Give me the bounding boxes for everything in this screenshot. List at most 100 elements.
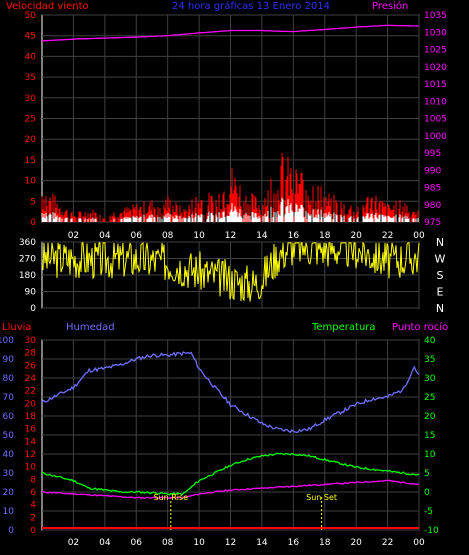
rain-tick-label: 26 [25,361,37,371]
tick-labels: 0202040406060808101012121414161618182020… [0,11,447,548]
pressure-tick-label: 1010 [424,97,447,107]
sunrise-label: Sun Rise [153,493,188,502]
temperature-line [41,452,420,496]
wind-tick-label: 30 [25,94,37,104]
wind-tick-label: 5 [30,197,36,207]
direction-tick-label: 360 [19,238,36,248]
temperature-tick-label: -5 [424,507,433,517]
humidity-line [41,351,420,434]
x-tick-label: 02 [68,231,79,241]
pressure-tick-label: 980 [424,201,441,211]
pressure-tick-label: 1005 [424,115,447,125]
x-tick-label: 04 [99,538,111,548]
temperature-label: Temperatura [311,322,376,333]
rain-tick-label: 6 [30,488,36,498]
x-tick-label: 20 [350,538,362,548]
sunset-label: Sun Set [306,493,337,502]
x-tick-label: 08 [162,231,174,241]
temperature-tick-label: 15 [424,431,435,441]
compass-label: N [436,236,444,249]
x-tick-label: 22 [382,538,393,548]
x-tick-label: 16 [288,538,300,548]
humidity-tick-label: 20 [3,488,15,498]
x-tick-label: 18 [319,231,331,241]
pressure-tick-label: 995 [424,149,441,159]
wind-tick-label: 35 [25,73,36,83]
x-tick-label: 20 [350,231,362,241]
chart-title: 24 hora gráficas 13 Enero 2014 [172,0,330,12]
humidity-tick-label: 40 [3,450,15,460]
compass-label: S [437,269,444,282]
humidity-tick-label: 100 [0,336,14,346]
pressure-tick-label: 990 [424,166,441,176]
pressure-line [41,24,419,42]
rain-tick-label: 22 [25,387,36,397]
humidity-tick-label: 70 [3,393,15,403]
gridlines [42,14,420,531]
wind-tick-label: 40 [25,52,37,62]
temperature-tick-label: 10 [424,450,436,460]
temperature-tick-label: 35 [424,355,435,365]
x-tick-label: 06 [131,538,143,548]
wind-tick-label: 25 [25,115,36,125]
humidity-tick-label: 0 [8,526,14,536]
direction-tick-label: 90 [25,288,37,298]
x-tick-label: 10 [193,538,205,548]
wind-tick-label: 20 [25,135,37,145]
wind-direction-line [41,241,420,302]
x-tick-label: 00 [413,231,425,241]
temperature-tick-label: 30 [424,374,436,384]
temperature-tick-label: -10 [424,526,439,536]
dewpoint-line [41,479,420,499]
rain-tick-label: 20 [25,399,37,409]
wind-tick-label: 0 [30,218,36,228]
temperature-tick-label: 40 [424,336,436,346]
rain-label: Lluvia [2,322,32,333]
rain-tick-label: 24 [25,374,37,384]
compass-label: E [437,286,444,299]
dewpoint-label: Punto rocío [392,321,448,333]
humidity-tick-label: 90 [3,355,15,365]
rain-tick-label: 30 [25,336,37,346]
rain-tick-label: 14 [25,437,37,447]
temperature-tick-label: 25 [424,393,435,403]
temperature-tick-label: 5 [424,469,430,479]
wind-tick-label: 10 [25,177,37,187]
rain-tick-label: 2 [30,513,36,523]
pressure-tick-label: 1035 [424,11,447,21]
rain-tick-label: 8 [30,475,36,485]
pressure-label: Presión [372,0,408,12]
wind-tick-label: 15 [25,156,36,166]
x-tick-label: 14 [256,538,268,548]
x-tick-label: 18 [319,538,331,548]
humidity-tick-label: 80 [3,374,15,384]
rain-tick-label: 28 [25,349,37,359]
temperature-tick-label: 20 [424,412,436,422]
compass-label: N [436,302,444,315]
rain-tick-label: 18 [25,412,37,422]
x-tick-label: 04 [99,231,111,241]
x-tick-label: 02 [68,538,79,548]
direction-tick-label: 0 [30,304,36,314]
x-tick-label: 22 [382,231,393,241]
direction-tick-label: 180 [19,271,36,281]
rain-tick-label: 0 [30,526,36,536]
x-tick-label: 00 [413,538,425,548]
pressure-tick-label: 1000 [424,132,447,142]
pressure-tick-label: 1025 [424,46,447,56]
x-tick-label: 12 [225,538,236,548]
chart-marks [41,24,420,530]
x-tick-label: 14 [256,231,268,241]
x-tick-label: 06 [131,231,143,241]
pressure-tick-label: 1030 [424,28,447,38]
humidity-tick-label: 30 [3,469,15,479]
rain-tick-label: 16 [25,425,37,435]
pressure-tick-label: 1015 [424,80,447,90]
x-tick-label: 08 [162,538,174,548]
compass-label: W [435,253,446,266]
x-tick-label: 16 [288,231,300,241]
pressure-tick-label: 985 [424,184,441,194]
wind-speed-label: Velocidad viento [6,1,89,12]
pressure-tick-label: 975 [424,218,441,228]
